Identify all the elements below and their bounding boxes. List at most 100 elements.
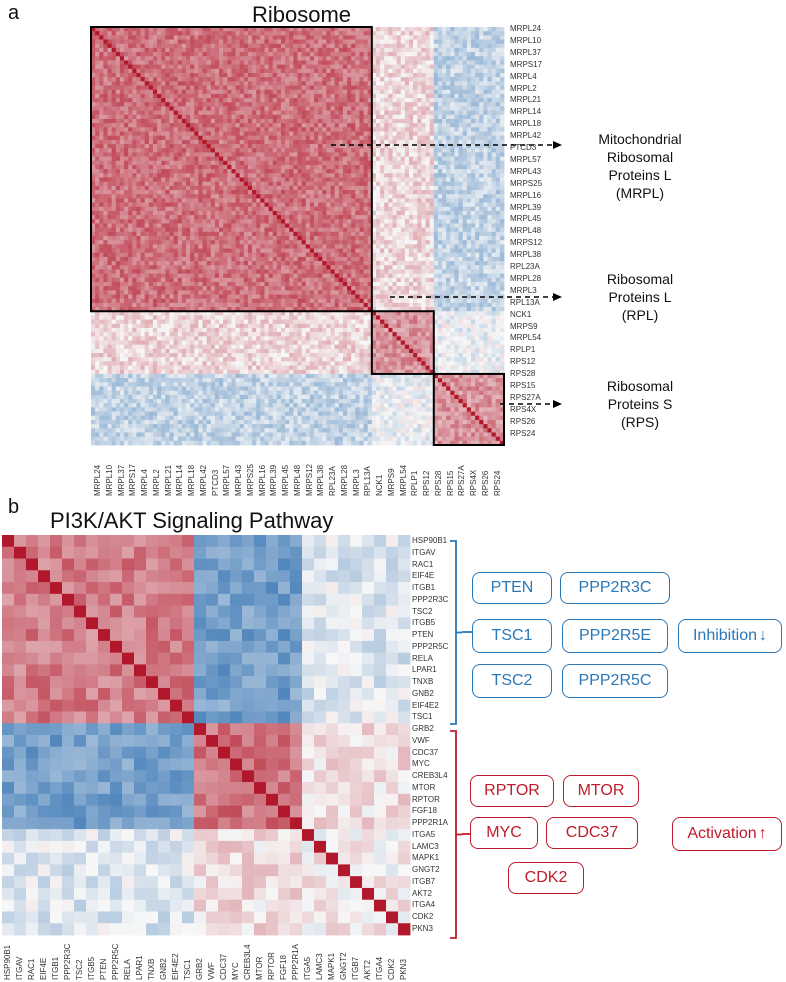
ribosome-cell	[330, 231, 336, 237]
ribosome-cell	[264, 123, 269, 128]
ribosome-cell	[363, 123, 369, 128]
ribosome-cell	[214, 81, 220, 86]
ribosome-cell	[136, 139, 141, 145]
ribosome-cell	[446, 127, 451, 132]
ribosome-cell	[276, 190, 282, 195]
ribosome-cell	[247, 223, 253, 229]
ribosome-cell	[132, 77, 137, 82]
ribosome-cell	[417, 123, 422, 128]
ribosome-cell	[495, 156, 501, 162]
ribosome-cell	[243, 47, 249, 53]
ribosome-cell	[227, 35, 232, 40]
ribosome-cell	[446, 102, 451, 107]
ribosome-cell	[111, 118, 117, 124]
ribosome-cell	[375, 123, 381, 128]
ribosome-cell	[132, 148, 137, 153]
ribosome-cell	[318, 210, 323, 216]
ribosome-cell	[260, 194, 265, 199]
ribosome-cell	[454, 181, 459, 187]
ribosome-cell	[293, 139, 298, 145]
ribosome-cell	[276, 68, 282, 74]
ribosome-cell	[210, 219, 216, 224]
ribosome-cell	[384, 43, 389, 49]
ribosome-cell	[128, 144, 133, 149]
ribosome-cell	[206, 31, 212, 36]
ribosome-cell	[111, 148, 117, 153]
ribosome-cell	[165, 52, 170, 57]
ribosome-cell	[173, 148, 179, 153]
ribosome-cell	[95, 169, 100, 174]
ribosome-cell	[152, 135, 158, 141]
ribosome-cell	[264, 144, 269, 149]
ribosome-cell	[169, 52, 174, 57]
ribosome-cell	[223, 219, 228, 224]
ribosome-cell	[396, 144, 402, 149]
ribosome-cell	[334, 164, 340, 170]
ribosome-cell	[252, 177, 257, 183]
ribosome-cell	[99, 114, 104, 120]
ribosome-cell	[301, 206, 307, 212]
ribosome-cell	[491, 56, 497, 61]
ribosome-cell	[429, 223, 435, 229]
ribosome-cell	[111, 152, 117, 157]
ribosome-cell	[442, 156, 447, 162]
ribosome-cell	[140, 231, 146, 237]
ribosome-cell	[338, 77, 344, 82]
ribosome-cell	[450, 89, 455, 95]
ribosome-cell	[425, 31, 431, 36]
ribosome-cell	[99, 210, 104, 216]
ribosome-cell	[111, 85, 117, 91]
ribosome-cell	[99, 144, 104, 149]
ribosome-cell	[367, 227, 373, 233]
ribosome-cell	[165, 77, 170, 82]
ribosome-cell	[392, 123, 398, 128]
ribosome-cell	[91, 169, 96, 174]
ribosome-cell	[247, 52, 253, 57]
ribosome-cell	[223, 35, 228, 40]
ribosome-cell	[99, 185, 104, 191]
ribosome-cell	[425, 72, 431, 78]
ribosome-cell	[433, 227, 439, 233]
ribosome-cell	[140, 177, 146, 183]
ribosome-cell	[124, 156, 129, 162]
ribosome-cell	[289, 160, 294, 166]
ribosome-cell	[181, 110, 187, 116]
ribosome-cell	[173, 185, 179, 191]
ribosome-cell	[487, 190, 493, 195]
ribosome-cell	[99, 68, 104, 74]
ribosome-cell	[177, 118, 183, 124]
ribosome-cell	[144, 190, 150, 195]
ribosome-cell	[347, 173, 352, 178]
ribosome-cell	[491, 47, 497, 53]
ribosome-cell	[227, 169, 232, 174]
ribosome-cell	[181, 27, 187, 32]
ribosome-cell	[144, 27, 150, 32]
ribosome-cell	[314, 56, 319, 61]
ribosome-cell	[371, 215, 377, 220]
ribosome-cell	[462, 127, 468, 132]
ribosome-cell	[289, 139, 294, 145]
ribosome-cell	[297, 190, 303, 195]
ribosome-cell	[99, 177, 104, 183]
ribosome-cell	[450, 102, 455, 107]
ribosome-cell	[396, 148, 402, 153]
ribosome-cell	[91, 223, 96, 229]
ribosome-cell	[367, 52, 373, 57]
ribosome-cell	[425, 81, 431, 86]
ribosome-cell	[475, 106, 480, 111]
ribosome-cell	[483, 110, 488, 116]
ribosome-cell	[165, 47, 170, 53]
ribosome-cell	[499, 173, 505, 178]
ribosome-cell	[305, 60, 311, 66]
ribosome-cell	[392, 223, 398, 229]
ribosome-cell	[458, 215, 464, 220]
ribosome-cell	[475, 156, 480, 162]
ribosome-cell	[363, 56, 369, 61]
ribosome-cell	[450, 227, 455, 233]
ribosome-cell	[202, 43, 208, 49]
ribosome-cell	[231, 160, 236, 166]
ribosome-cell	[437, 43, 443, 49]
ribosome-cell	[409, 206, 414, 212]
ribosome-cell	[330, 185, 336, 191]
ribosome-cell	[264, 110, 269, 116]
